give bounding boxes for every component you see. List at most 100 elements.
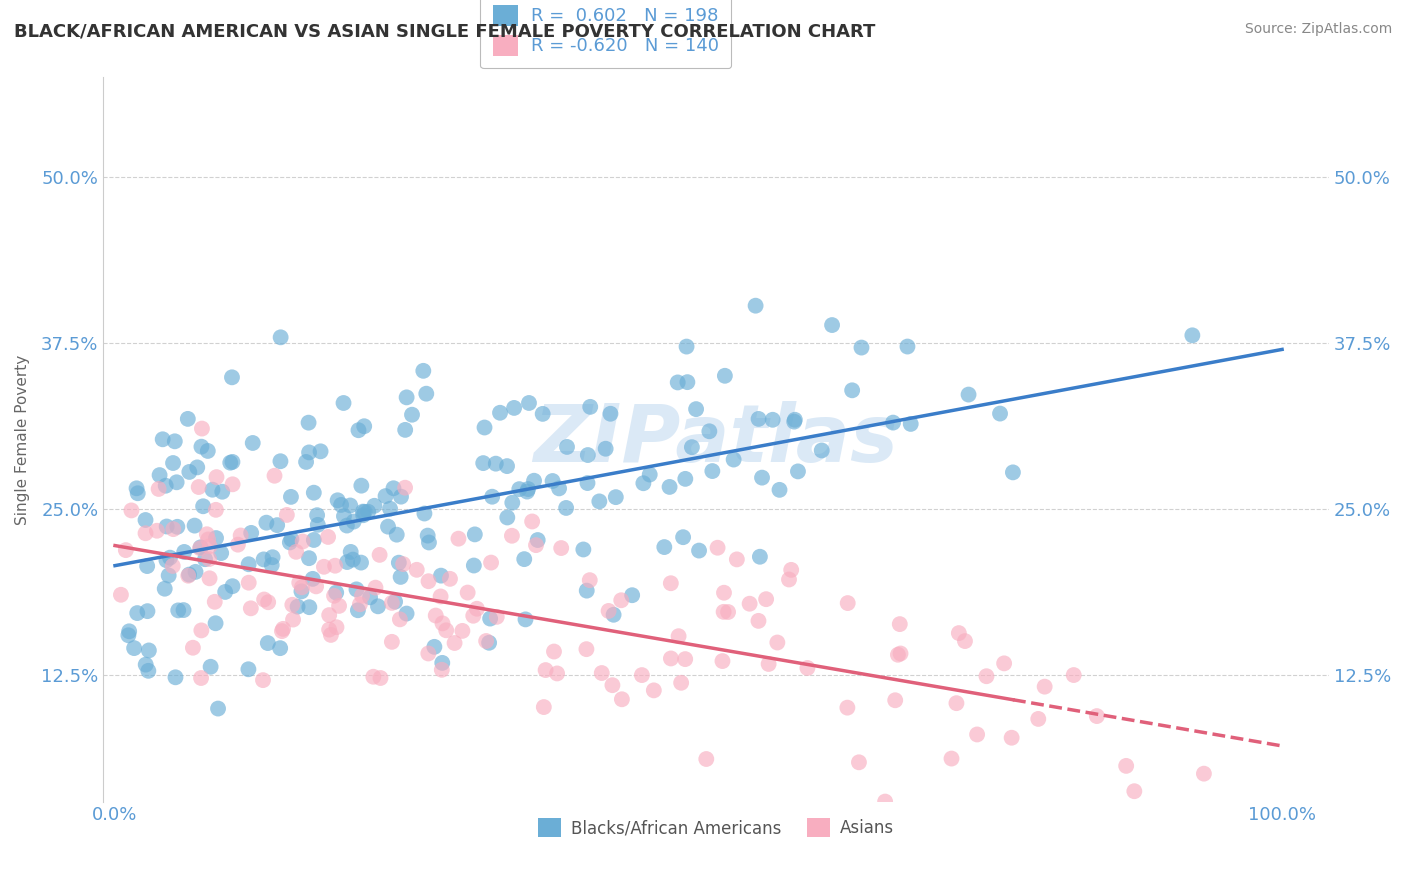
Point bbox=[280, 490, 302, 504]
Point bbox=[415, 386, 437, 401]
Point bbox=[385, 527, 408, 541]
Point bbox=[159, 550, 181, 565]
Point bbox=[270, 330, 292, 344]
Point bbox=[988, 407, 1011, 421]
Point bbox=[197, 444, 219, 458]
Point bbox=[610, 692, 633, 706]
Point bbox=[976, 669, 998, 683]
Point bbox=[575, 583, 598, 598]
Point bbox=[517, 396, 540, 410]
Point bbox=[478, 636, 501, 650]
Point bbox=[485, 457, 508, 471]
Point bbox=[339, 545, 361, 559]
Point bbox=[346, 582, 368, 597]
Point bbox=[430, 568, 453, 582]
Point bbox=[186, 460, 208, 475]
Point bbox=[412, 364, 434, 378]
Point bbox=[1001, 466, 1024, 480]
Point bbox=[748, 549, 770, 564]
Point bbox=[191, 500, 214, 514]
Point bbox=[447, 532, 470, 546]
Point bbox=[389, 570, 412, 584]
Point bbox=[695, 752, 717, 766]
Point bbox=[162, 522, 184, 536]
Point bbox=[148, 468, 170, 483]
Point bbox=[302, 485, 325, 500]
Point bbox=[1115, 759, 1137, 773]
Point bbox=[184, 565, 207, 579]
Point bbox=[392, 557, 415, 571]
Point bbox=[550, 541, 572, 555]
Point bbox=[342, 552, 364, 566]
Point bbox=[253, 552, 276, 566]
Point bbox=[841, 384, 863, 398]
Point bbox=[134, 513, 156, 527]
Point bbox=[190, 440, 212, 454]
Point bbox=[364, 581, 387, 595]
Point bbox=[633, 476, 655, 491]
Point bbox=[945, 696, 967, 710]
Point bbox=[197, 533, 219, 547]
Point bbox=[134, 526, 156, 541]
Point bbox=[330, 498, 353, 512]
Point bbox=[1063, 668, 1085, 682]
Point bbox=[260, 558, 283, 572]
Point bbox=[285, 545, 308, 559]
Point bbox=[162, 558, 184, 573]
Point bbox=[496, 459, 519, 474]
Point bbox=[127, 606, 149, 620]
Point bbox=[269, 454, 291, 468]
Point bbox=[526, 533, 548, 547]
Point bbox=[252, 673, 274, 687]
Point bbox=[848, 756, 870, 770]
Point bbox=[610, 593, 633, 607]
Point bbox=[179, 465, 201, 479]
Point bbox=[238, 662, 260, 676]
Point bbox=[472, 456, 495, 470]
Point bbox=[115, 543, 138, 558]
Point bbox=[572, 542, 595, 557]
Point bbox=[205, 470, 228, 484]
Y-axis label: Single Female Poverty: Single Female Poverty bbox=[15, 354, 30, 524]
Point bbox=[166, 520, 188, 534]
Point bbox=[326, 493, 349, 508]
Point bbox=[177, 567, 200, 582]
Point bbox=[787, 464, 810, 478]
Point bbox=[685, 402, 707, 417]
Point bbox=[993, 657, 1015, 671]
Point bbox=[896, 339, 918, 353]
Point bbox=[430, 663, 453, 677]
Point bbox=[475, 634, 498, 648]
Point bbox=[941, 751, 963, 765]
Point bbox=[242, 436, 264, 450]
Point bbox=[669, 675, 692, 690]
Point bbox=[533, 700, 555, 714]
Point bbox=[347, 603, 370, 617]
Point bbox=[138, 643, 160, 657]
Point bbox=[673, 652, 696, 666]
Text: ZIPatlas: ZIPatlas bbox=[533, 401, 898, 478]
Point bbox=[723, 452, 745, 467]
Point bbox=[432, 616, 454, 631]
Point bbox=[953, 634, 976, 648]
Point bbox=[323, 589, 346, 603]
Point bbox=[271, 622, 294, 636]
Point bbox=[875, 795, 897, 809]
Point bbox=[631, 668, 654, 682]
Point bbox=[882, 416, 904, 430]
Point bbox=[463, 608, 485, 623]
Point bbox=[887, 648, 910, 662]
Point bbox=[451, 624, 474, 638]
Point bbox=[367, 599, 389, 614]
Point bbox=[821, 318, 844, 332]
Point bbox=[501, 496, 523, 510]
Point bbox=[281, 613, 304, 627]
Point bbox=[666, 376, 689, 390]
Point bbox=[263, 468, 285, 483]
Point bbox=[884, 693, 907, 707]
Point bbox=[413, 507, 436, 521]
Point bbox=[1026, 712, 1049, 726]
Point bbox=[271, 624, 294, 639]
Point bbox=[717, 605, 740, 619]
Point bbox=[278, 535, 301, 549]
